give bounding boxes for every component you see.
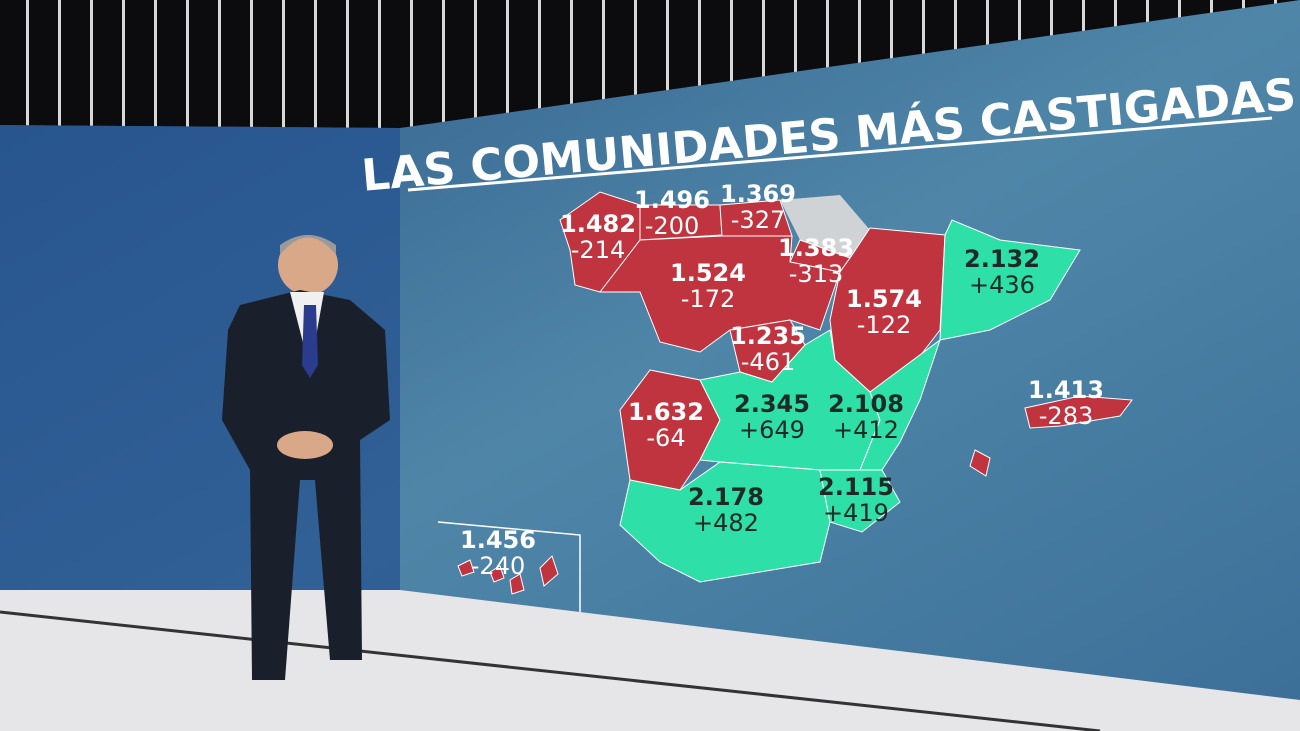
region [539,555,559,587]
map [437,191,1133,612]
canarias-box [437,521,581,612]
region-change: -313 [789,260,843,288]
region-value: 1.632 [628,398,704,426]
tie [302,305,318,378]
region-value: 1.524 [670,259,746,287]
region [969,449,991,477]
region [939,219,1081,341]
head [278,235,338,295]
region-change: +482 [693,509,759,537]
title-rule [407,116,1273,192]
suit [222,290,390,680]
region [859,338,941,471]
floor-line [0,610,1101,731]
region-change: -283 [1039,402,1093,430]
region-value: 2.132 [964,245,1040,273]
hair [280,235,336,255]
region [457,559,475,577]
region-change: -327 [731,206,785,234]
region-change: +419 [823,499,889,527]
region-change: -240 [471,552,525,580]
region-change: -172 [681,285,735,313]
region [619,461,831,583]
region-value: 2.178 [688,483,764,511]
region-change: +649 [739,416,805,444]
region-change: -64 [646,424,685,452]
region-value: 1.383 [778,234,854,262]
region [819,469,901,533]
region-value: 1.482 [560,210,636,238]
region-value: 2.108 [828,390,904,418]
presenter [222,235,390,680]
region-value: 1.496 [634,186,710,214]
region-change: +436 [969,271,1035,299]
region-value: 1.235 [730,322,806,350]
hands [277,431,333,459]
region-change: -461 [741,348,795,376]
region-value: 1.369 [720,180,796,208]
region-value: 1.413 [1028,376,1104,404]
region-value: 1.574 [846,285,922,313]
region-change: +412 [833,416,899,444]
region [489,565,505,583]
region-change: -214 [571,236,625,264]
region [1024,395,1133,429]
region [509,573,525,595]
region-change: -200 [645,212,699,240]
region-value: 2.115 [818,473,894,501]
region-value: 1.456 [460,526,536,554]
floor [0,590,1300,731]
region-change: -122 [857,311,911,339]
region-grey [780,195,870,258]
region-value: 2.345 [734,390,810,418]
